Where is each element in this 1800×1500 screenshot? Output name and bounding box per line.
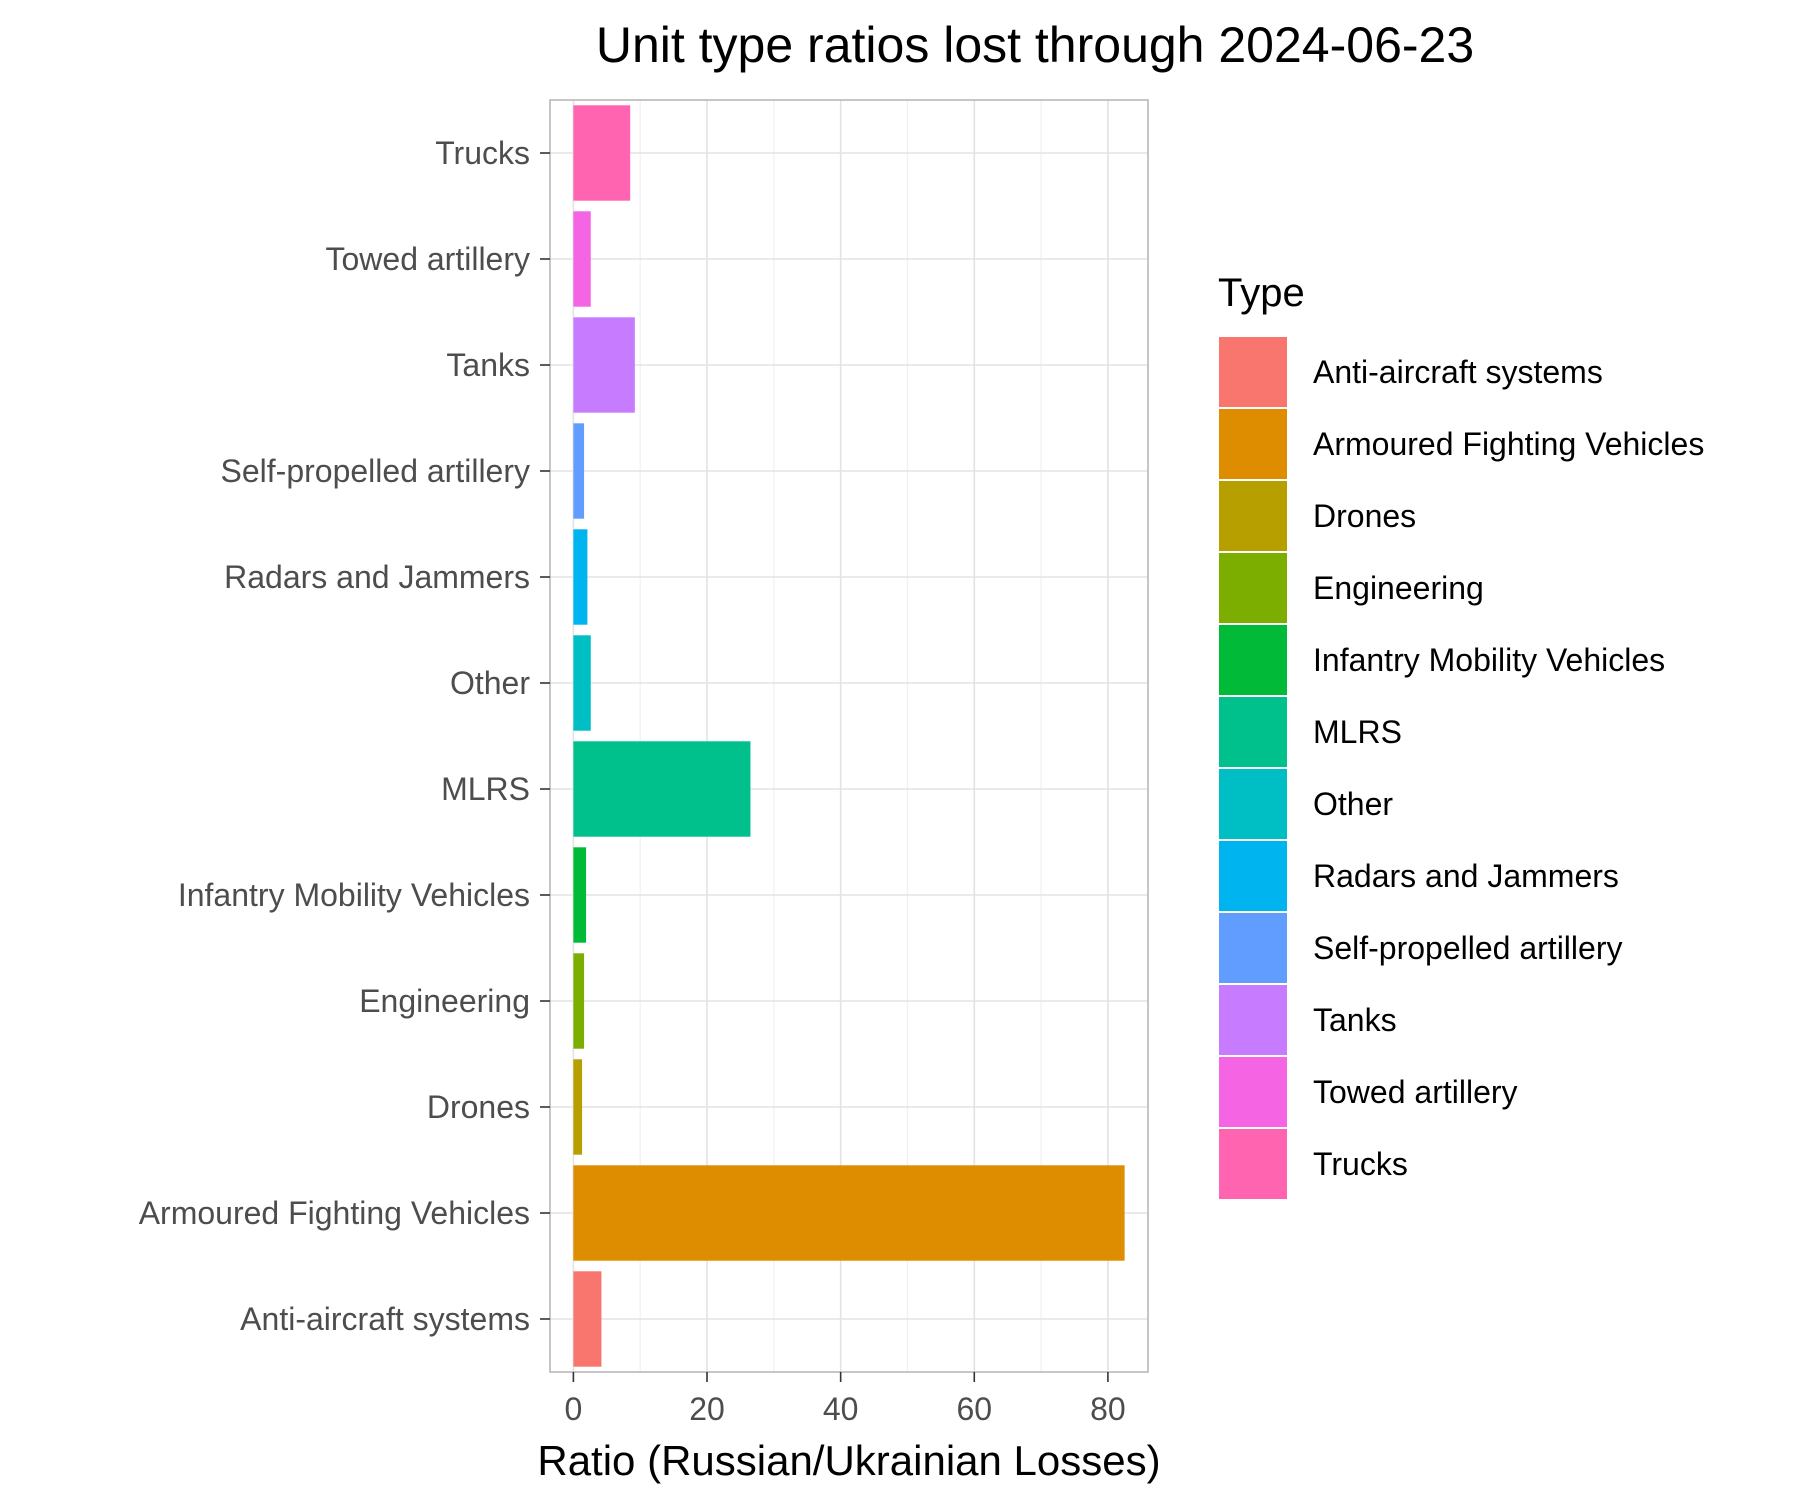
bar-mlrs [573, 741, 751, 837]
minor-gridlines [639, 100, 1042, 1372]
bar-infantry-mobility-vehicles [573, 847, 587, 943]
y-tick-label: Self-propelled artillery [221, 453, 530, 489]
x-tick-label: 20 [689, 1391, 725, 1427]
legend: Type Anti-aircraft systems Armoured Fight… [1217, 271, 1704, 1201]
bar-armoured-fighting-vehicles [573, 1165, 1125, 1261]
x-tick-label: 40 [823, 1391, 859, 1427]
bar-other [573, 635, 591, 731]
bar-trucks [573, 105, 631, 201]
x-axis: 0 20 40 60 80 [564, 1372, 1126, 1427]
y-tick-label: Towed artillery [325, 241, 530, 277]
bar-radars-and-jammers [573, 529, 588, 625]
plot-panel-border [549, 99, 1149, 1373]
y-axis: Anti-aircraft systems Armoured Fighting V… [139, 135, 550, 1337]
y-tick-label: Radars and Jammers [224, 559, 530, 595]
bar-anti-aircraft-systems [573, 1271, 602, 1367]
legend-key-engineering [1217, 551, 1289, 625]
legend-key-drones [1217, 479, 1289, 553]
legend-label: Radars and Jammers [1313, 858, 1619, 894]
legend-key-infantry-mobility-vehicles [1217, 623, 1289, 697]
legend-label: Trucks [1313, 1146, 1408, 1182]
y-tick-label: Engineering [359, 983, 530, 1019]
plot-panel-background [550, 100, 1148, 1372]
x-tick-label: 60 [956, 1391, 992, 1427]
x-axis-title: Ratio (Russian/Ukrainian Losses) [537, 1437, 1160, 1484]
legend-key-radars-and-jammers [1217, 839, 1289, 913]
x-tick-label: 80 [1090, 1391, 1126, 1427]
plot-panel [549, 99, 1149, 1373]
legend-label: Self-propelled artillery [1313, 930, 1622, 966]
legend-key-self-propelled-artillery [1217, 911, 1289, 985]
legend-label: Anti-aircraft systems [1313, 354, 1603, 390]
legend-label: Armoured Fighting Vehicles [1313, 426, 1704, 462]
legend-key-trucks [1217, 1127, 1289, 1201]
y-tick-label: Anti-aircraft systems [240, 1301, 530, 1337]
bar-tanks [573, 317, 635, 413]
y-tick-label: Other [450, 665, 530, 701]
legend-key-towed-artillery [1217, 1055, 1289, 1129]
y-tick-label: MLRS [441, 771, 530, 807]
legend-key-tanks [1217, 983, 1289, 1057]
y-tick-label: Tanks [446, 347, 530, 383]
legend-label: Other [1313, 786, 1393, 822]
legend-key-other [1217, 767, 1289, 841]
chart-title: Unit type ratios lost through 2024-06-23 [596, 17, 1474, 73]
x-tick-label: 0 [564, 1391, 582, 1427]
legend-label: MLRS [1313, 714, 1402, 750]
y-tick-label: Infantry Mobility Vehicles [178, 877, 530, 913]
y-tick-label: Armoured Fighting Vehicles [139, 1195, 530, 1231]
bar-self-propelled-artillery [573, 423, 585, 519]
bar-engineering [573, 953, 585, 1049]
legend-label: Drones [1313, 498, 1416, 534]
legend-label: Infantry Mobility Vehicles [1313, 642, 1665, 678]
bars [573, 105, 1125, 1367]
legend-title: Type [1218, 271, 1305, 315]
bar-drones [573, 1059, 583, 1155]
bar-towed-artillery [573, 211, 591, 307]
legend-label: Towed artillery [1313, 1074, 1518, 1110]
legend-key-anti-aircraft-systems [1217, 335, 1289, 409]
legend-label: Engineering [1313, 570, 1484, 606]
y-tick-label: Trucks [435, 135, 530, 171]
legend-key-armoured-fighting-vehicles [1217, 407, 1289, 481]
legend-items: Anti-aircraft systems Armoured Fighting V… [1217, 335, 1704, 1201]
legend-label: Tanks [1313, 1002, 1397, 1038]
legend-key-mlrs [1217, 695, 1289, 769]
y-tick-label: Drones [427, 1089, 530, 1125]
